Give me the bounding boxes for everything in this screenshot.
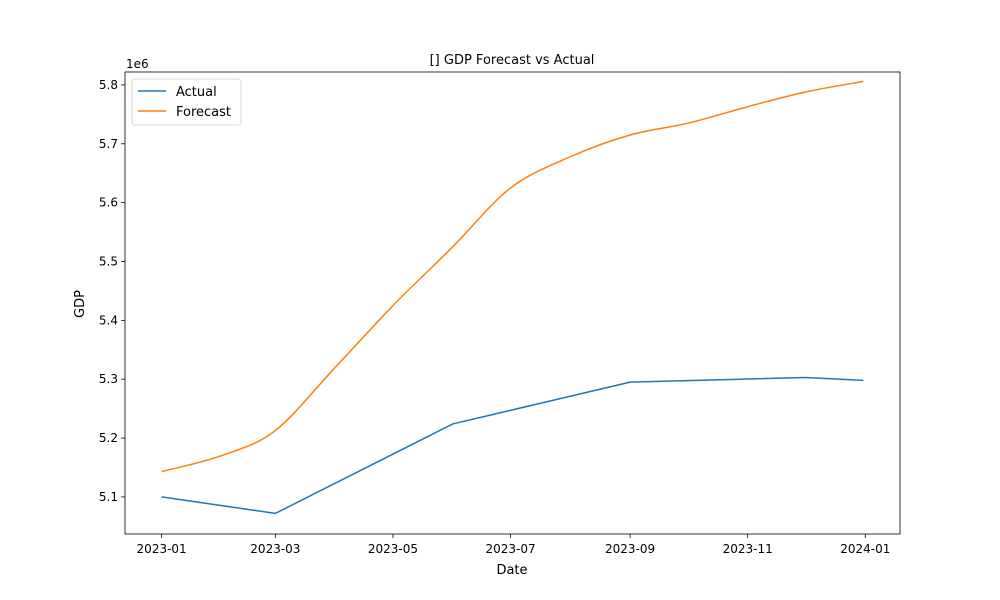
y-tick-label: 5.4 [99, 313, 118, 327]
y-axis-label: GDP [73, 290, 88, 318]
y-tick-label: 5.5 [99, 255, 118, 269]
x-tick-label: 2023-09 [605, 542, 655, 556]
chart-title: [] GDP Forecast vs Actual [430, 53, 595, 68]
y-tick-label: 5.7 [99, 137, 118, 151]
y-axis-offset-text: 1e6 [126, 57, 149, 71]
plot-area: 2023-01 2023-03 2023-05 2023-07 2023-09 2023-… [99, 71, 901, 556]
x-tick-label: 2023-03 [250, 542, 300, 556]
y-tick-label: 5.2 [99, 431, 118, 445]
legend-label-forecast: Forecast [176, 105, 231, 120]
plot-frame [124, 71, 901, 535]
legend-label-actual: Actual [176, 85, 217, 100]
y-tick-label: 5.3 [99, 372, 118, 386]
x-axis-label: Date [496, 563, 527, 578]
y-tick-label: 5.1 [99, 490, 118, 504]
series-line-actual [161, 376, 864, 515]
y-tick-label: 5.6 [99, 196, 118, 210]
legend: Actual Forecast [131, 78, 242, 126]
x-tick-label: 2023-11 [723, 542, 773, 556]
y-tick-label: 5.8 [99, 78, 118, 92]
x-tick-label: 2023-05 [368, 542, 418, 556]
x-tick-label: 2024-01 [840, 542, 890, 556]
x-tick-label: 2023-07 [486, 542, 536, 556]
series-line-forecast [161, 80, 864, 473]
x-tick-label: 2023-01 [137, 542, 187, 556]
